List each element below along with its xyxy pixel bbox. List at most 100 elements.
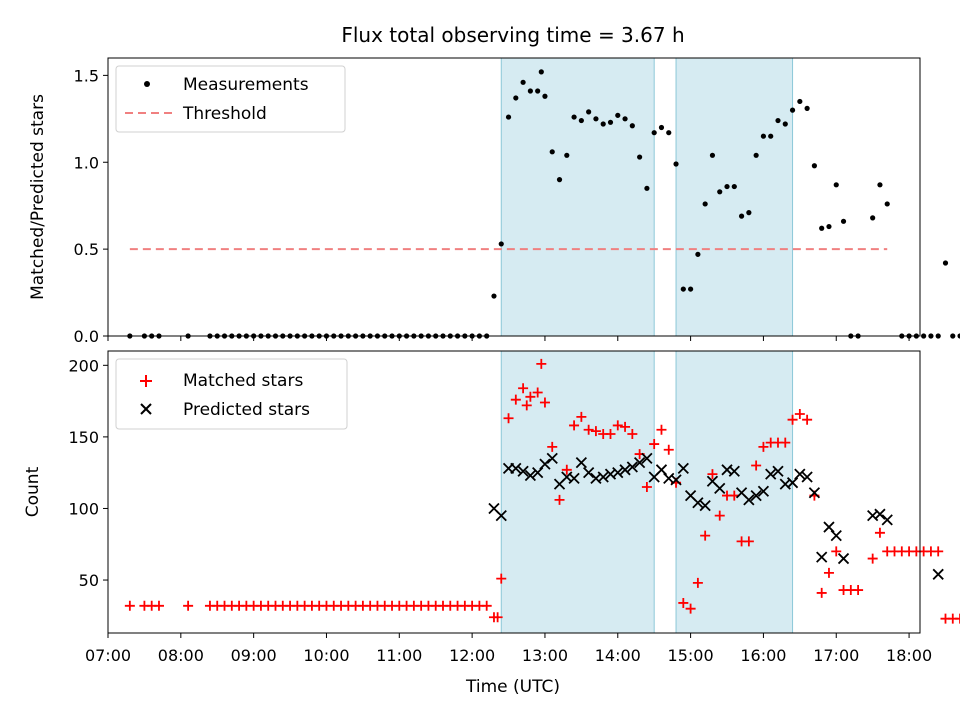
predicted-point-52: [932, 568, 944, 580]
figure-title: Flux total observing time = 3.67 h: [341, 23, 684, 47]
legend-matched-label: Matched stars: [183, 371, 303, 391]
measurement-point-49: [527, 88, 533, 94]
matched-point-57: [561, 464, 572, 475]
measurement-point-90: [819, 225, 825, 231]
measurement-point-103: [928, 333, 934, 339]
top-ytick-label-0: 0.0: [74, 327, 99, 346]
predicted-point-37: [757, 485, 770, 497]
predicted-point-44: [808, 487, 821, 499]
measurement-point-98: [884, 201, 890, 207]
measurement-point-55: [564, 152, 570, 158]
predicted-point-35: [743, 494, 755, 506]
predicted-point-45: [816, 551, 828, 563]
predicted-point-36: [750, 489, 762, 502]
predicted-point-20: [633, 457, 646, 469]
predicted-point-41: [786, 477, 799, 489]
predicted-point-38: [765, 468, 777, 480]
bottom-ytick-label-0: 50: [79, 571, 99, 590]
measurement-point-82: [760, 133, 767, 139]
measurement-point-104: [935, 333, 941, 339]
measurement-point-59: [593, 116, 599, 122]
matched-point-78: [714, 510, 725, 521]
matched-point-48: [510, 394, 521, 405]
top-x-ticks: [107, 336, 910, 341]
xtick-label-9: 16:00: [740, 646, 786, 665]
matched-point-47: [503, 413, 514, 424]
legend-matched-marker: [140, 375, 152, 387]
measurement-point-70: [673, 161, 679, 167]
predicted-point-33: [728, 465, 740, 477]
matched-point-66: [627, 429, 638, 440]
matched-point-3: [153, 600, 164, 611]
matched-point-55: [547, 441, 558, 452]
matched-point-84: [758, 441, 769, 452]
measurement-point-62: [615, 112, 621, 118]
measurement-point-79: [738, 213, 745, 219]
measurement-point-60: [600, 121, 606, 127]
bottom-panel: 50 100 150 200 07:00 08:00 09:00 10:00 11:00 12:…: [23, 350, 960, 697]
measurement-point-73: [695, 251, 701, 257]
bottom-ytick-label-2: 150: [68, 428, 99, 447]
xtick-label-11: 18:00: [886, 646, 932, 665]
predicted-point-43: [801, 471, 813, 483]
matched-point-45: [492, 612, 503, 623]
shaded-region-1: [675, 57, 794, 337]
bottom-legend: Matched stars Predicted stars: [115, 358, 348, 430]
predicted-point-42: [794, 468, 806, 480]
xtick-label-7: 14:00: [595, 646, 641, 665]
legend-measurements-label: Measurements: [183, 75, 309, 95]
matched-point-76: [700, 530, 711, 541]
measurement-point-48: [520, 79, 526, 85]
matched-point-59: [576, 411, 587, 422]
measurement-point-105: [942, 260, 949, 266]
measurement-point-91: [826, 223, 832, 230]
xtick-label-1: 08:00: [158, 646, 204, 665]
measurement-point-65: [637, 154, 643, 160]
matched-point-83: [751, 460, 762, 471]
predicted-point-23: [655, 464, 668, 476]
bottom-ytick-label-1: 100: [68, 499, 99, 518]
bottom-y-axis-label: Count: [23, 466, 43, 517]
predicted-point-46: [823, 521, 835, 533]
matched-point-65: [620, 421, 631, 432]
matched-point-93: [823, 567, 834, 578]
matched-point-43: [481, 600, 492, 611]
predicted-stars-points: [488, 452, 944, 580]
matched-point-52: [532, 387, 543, 398]
measurement-point-71: [680, 286, 686, 292]
predicted-point-15: [597, 471, 609, 483]
bottom-ytick-label-3: 200: [68, 356, 99, 375]
top-axes-frame: [107, 57, 921, 337]
measurement-point-66: [644, 185, 650, 191]
measurement-point-96: [870, 215, 876, 221]
xtick-label-4: 11:00: [376, 646, 422, 665]
matched-point-75: [692, 577, 703, 588]
predicted-point-18: [619, 464, 631, 476]
legend-predicted-marker: [140, 403, 152, 415]
top-legend: Measurements Threshold: [115, 65, 346, 133]
xtick-label-0: 07:00: [85, 646, 131, 665]
measurement-point-45: [498, 241, 504, 247]
measurement-point-64: [629, 123, 635, 129]
measurement-point-72: [688, 286, 694, 292]
predicted-point-11: [568, 472, 580, 485]
measurement-point-84: [775, 117, 781, 124]
matched-point-73: [678, 597, 689, 608]
measurement-point-106: [950, 333, 956, 339]
matched-point-60: [583, 424, 594, 435]
predicted-point-7: [539, 458, 551, 470]
predicted-point-1: [495, 509, 507, 522]
measurement-point-93: [840, 218, 847, 224]
matched-point-82: [743, 536, 754, 547]
predicted-point-19: [626, 461, 638, 473]
top-y-axis: 0.0 0.5 1.0 1.5: [74, 66, 108, 346]
matched-stars-points: [124, 358, 960, 624]
matched-point-77: [707, 469, 718, 480]
measurement-point-69: [666, 130, 672, 136]
matched-point-54: [539, 397, 550, 408]
matched-point-87: [780, 437, 791, 448]
measurement-point-56: [571, 114, 577, 120]
measurement-point-52: [542, 93, 548, 99]
predicted-point-17: [612, 467, 624, 479]
